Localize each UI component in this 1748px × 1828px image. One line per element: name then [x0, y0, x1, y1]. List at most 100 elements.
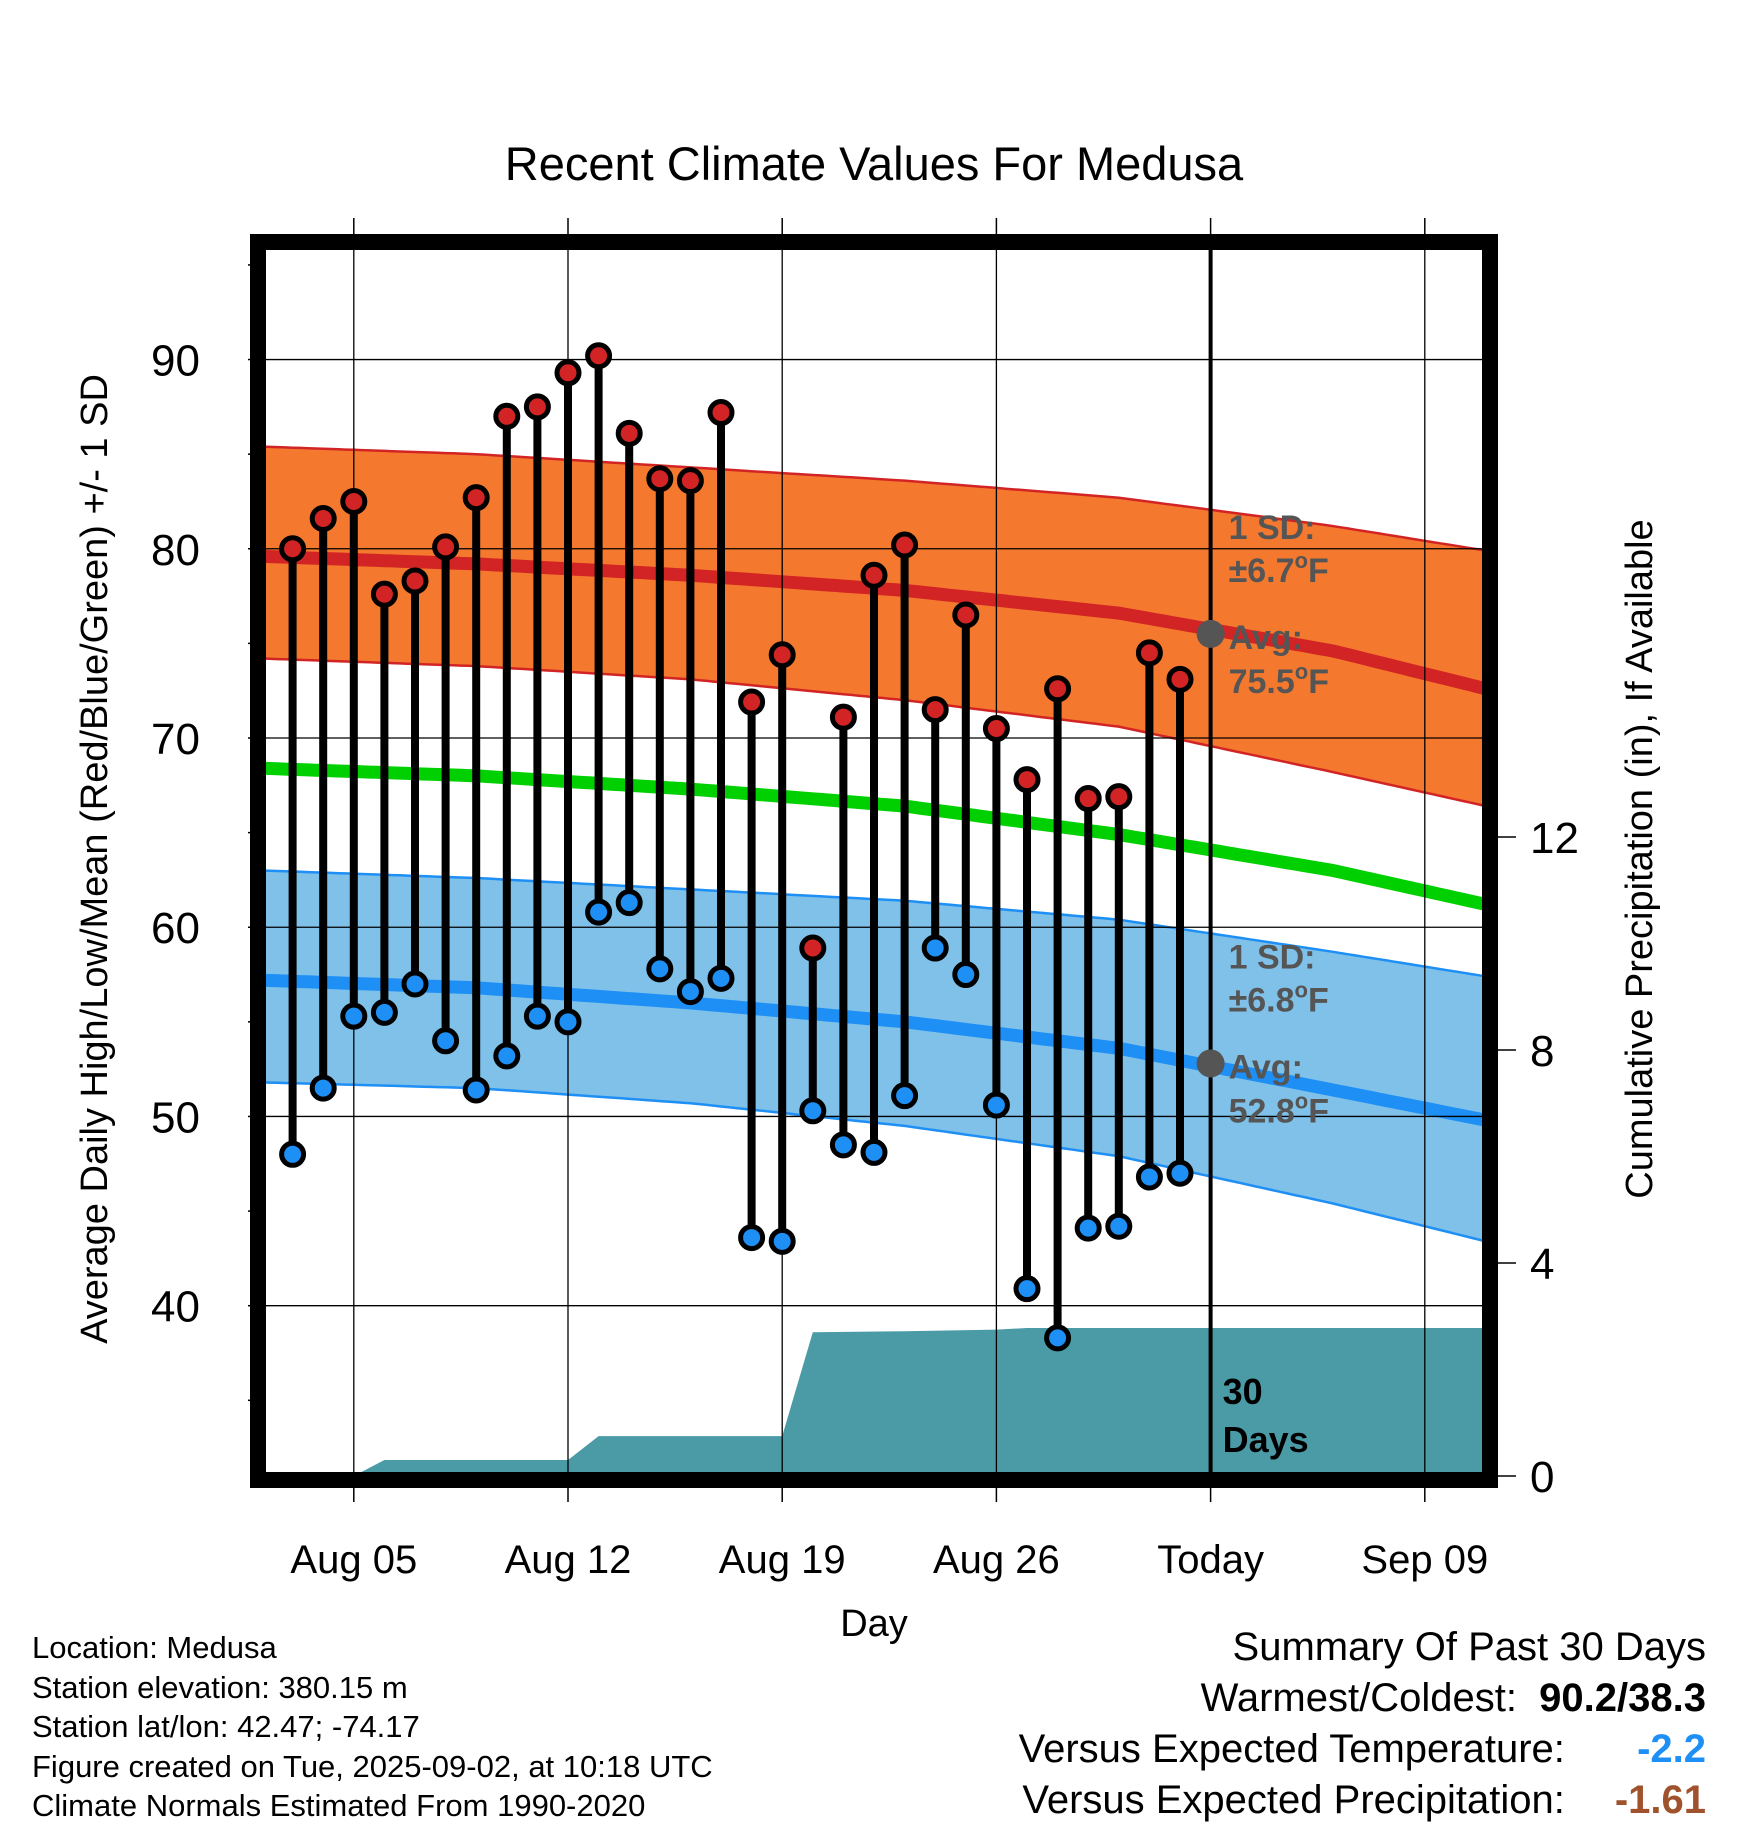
observed-high-point — [370, 580, 398, 608]
x-tick-label: Aug 19 — [719, 1538, 846, 1582]
observed-low-point — [493, 1042, 521, 1070]
observed-high-point — [309, 504, 337, 532]
summary-warmest-row: Warmest/Coldest: 90.2/38.3 — [1019, 1673, 1706, 1724]
observed-low-point — [676, 978, 704, 1006]
observed-high-point — [676, 467, 704, 495]
high-sd-upper-line — [262, 445, 1486, 552]
x-tick-label: Aug 05 — [290, 1538, 417, 1582]
observed-low-point — [585, 898, 613, 926]
temp-label: Versus Expected Temperature: — [1018, 1727, 1565, 1771]
precipitation-area — [262, 1328, 1486, 1476]
y2-tick-label: 0 — [1530, 1453, 1554, 1502]
location-text: Location: Medusa — [32, 1630, 277, 1665]
observed-high-point — [554, 359, 582, 387]
station-info: Location: Medusa Station elevation: 380.… — [32, 1628, 713, 1826]
observed-low-point — [799, 1097, 827, 1125]
observed-high-point — [462, 484, 490, 512]
observed-low-point — [340, 1002, 368, 1030]
observed-high-point — [829, 703, 857, 731]
summary-precip-row: Versus Expected Precipitation: -1.61 — [1019, 1775, 1706, 1826]
observed-low-point — [523, 1002, 551, 1030]
sd-label: 1 SD: — [1229, 509, 1316, 547]
normals-text: Climate Normals Estimated From 1990-2020 — [32, 1788, 646, 1823]
observed-high-point — [921, 696, 949, 724]
observed-low-point — [615, 889, 643, 917]
observed-high-point — [1166, 665, 1194, 693]
observed-low-point — [829, 1131, 857, 1159]
observed-high-point — [799, 934, 827, 962]
observed-low-point — [982, 1091, 1010, 1119]
y-tick-label: 40 — [151, 1283, 200, 1332]
x-axis-label: Day — [840, 1603, 908, 1645]
observed-low-point — [370, 998, 398, 1026]
y-tick-label: 70 — [151, 715, 200, 764]
y-tick-label: 60 — [151, 904, 200, 953]
observed-low-point — [1044, 1324, 1072, 1352]
summary-heading: Summary Of Past 30 Days — [1232, 1625, 1706, 1669]
observed-high-point — [1013, 766, 1041, 794]
today-avg-marker — [1196, 1049, 1225, 1078]
observed-low-point — [1105, 1212, 1133, 1240]
precip-label: Versus Expected Precipitation: — [1022, 1778, 1565, 1822]
precip-value: -1.61 — [1614, 1778, 1706, 1822]
observed-low-point — [1135, 1163, 1163, 1191]
observed-high-point — [768, 641, 796, 669]
avg-label: Avg: — [1229, 1048, 1303, 1086]
x-tick-label: Aug 26 — [933, 1538, 1060, 1582]
observed-low-point — [738, 1224, 766, 1252]
observed-high-point — [615, 419, 643, 447]
period-annotation: 30 Days — [1223, 1371, 1309, 1460]
observed-low-point — [309, 1074, 337, 1102]
sd-value: ±6.8oF — [1229, 977, 1329, 1019]
observed-low-point — [1013, 1275, 1041, 1303]
observed-low-point — [279, 1140, 307, 1168]
summary-panel: Summary Of Past 30 Days Warmest/Coldest:… — [1019, 1622, 1706, 1826]
observed-low-point — [860, 1138, 888, 1166]
observed-low-point — [554, 1008, 582, 1036]
warmest-label: Warmest/Coldest: — [1200, 1676, 1517, 1720]
observed-high-point — [1074, 785, 1102, 813]
observed-high-point — [523, 393, 551, 421]
observed-high-point — [1105, 783, 1133, 811]
today-avg-marker — [1196, 619, 1225, 648]
observed-high-point — [279, 535, 307, 563]
observed-low-point — [952, 961, 980, 989]
observed-high-point — [952, 601, 980, 629]
observed-high-point — [707, 399, 735, 427]
observed-low-point — [921, 934, 949, 962]
elevation-text: Station elevation: 380.15 m — [32, 1669, 408, 1705]
chart-title: Recent Climate Values For Medusa — [505, 137, 1244, 190]
plot-inner — [262, 246, 1486, 1476]
sd-annotation-high: 1 SD:±6.7oF Avg:75.5oF — [1229, 509, 1329, 701]
warmest-value: 90.2/38.3 — [1539, 1676, 1706, 1720]
observed-high-point — [860, 561, 888, 589]
y-tick-label: 80 — [151, 526, 200, 575]
y2-tick-label: 12 — [1530, 814, 1579, 863]
period-unit: Days — [1223, 1419, 1309, 1460]
observed-high-point — [738, 688, 766, 716]
observed-high-point — [982, 715, 1010, 743]
observed-low-point — [401, 970, 429, 998]
sd-annotation-low: 1 SD:±6.8oF Avg:52.8oF — [1229, 938, 1329, 1130]
period-number: 30 — [1223, 1371, 1263, 1412]
summary-temp-row: Versus Expected Temperature: -2.2 — [1019, 1724, 1706, 1775]
observed-high-point — [340, 487, 368, 515]
observed-high-point — [891, 531, 919, 559]
avg-value: 75.5oF — [1229, 659, 1329, 701]
observed-low-point — [462, 1076, 490, 1104]
created-text: Figure created on Tue, 2025-09-02, at 10… — [32, 1748, 713, 1784]
y-tick-label: 50 — [151, 1093, 200, 1142]
observed-high-point — [1135, 639, 1163, 667]
observed-low-point — [432, 1027, 460, 1055]
x-tick-label: Sep 09 — [1361, 1538, 1488, 1582]
sd-label: 1 SD: — [1229, 938, 1316, 976]
y2-tick-label: 4 — [1530, 1240, 1554, 1289]
observed-low-point — [1166, 1159, 1194, 1187]
observed-low-point — [1074, 1214, 1102, 1242]
y2-axis-label: Cumulative Precipitation (in), If Availa… — [1619, 519, 1661, 1198]
observed-low-point — [891, 1082, 919, 1110]
observed-low-point — [768, 1227, 796, 1255]
avg-value: 52.8oF — [1229, 1088, 1329, 1130]
